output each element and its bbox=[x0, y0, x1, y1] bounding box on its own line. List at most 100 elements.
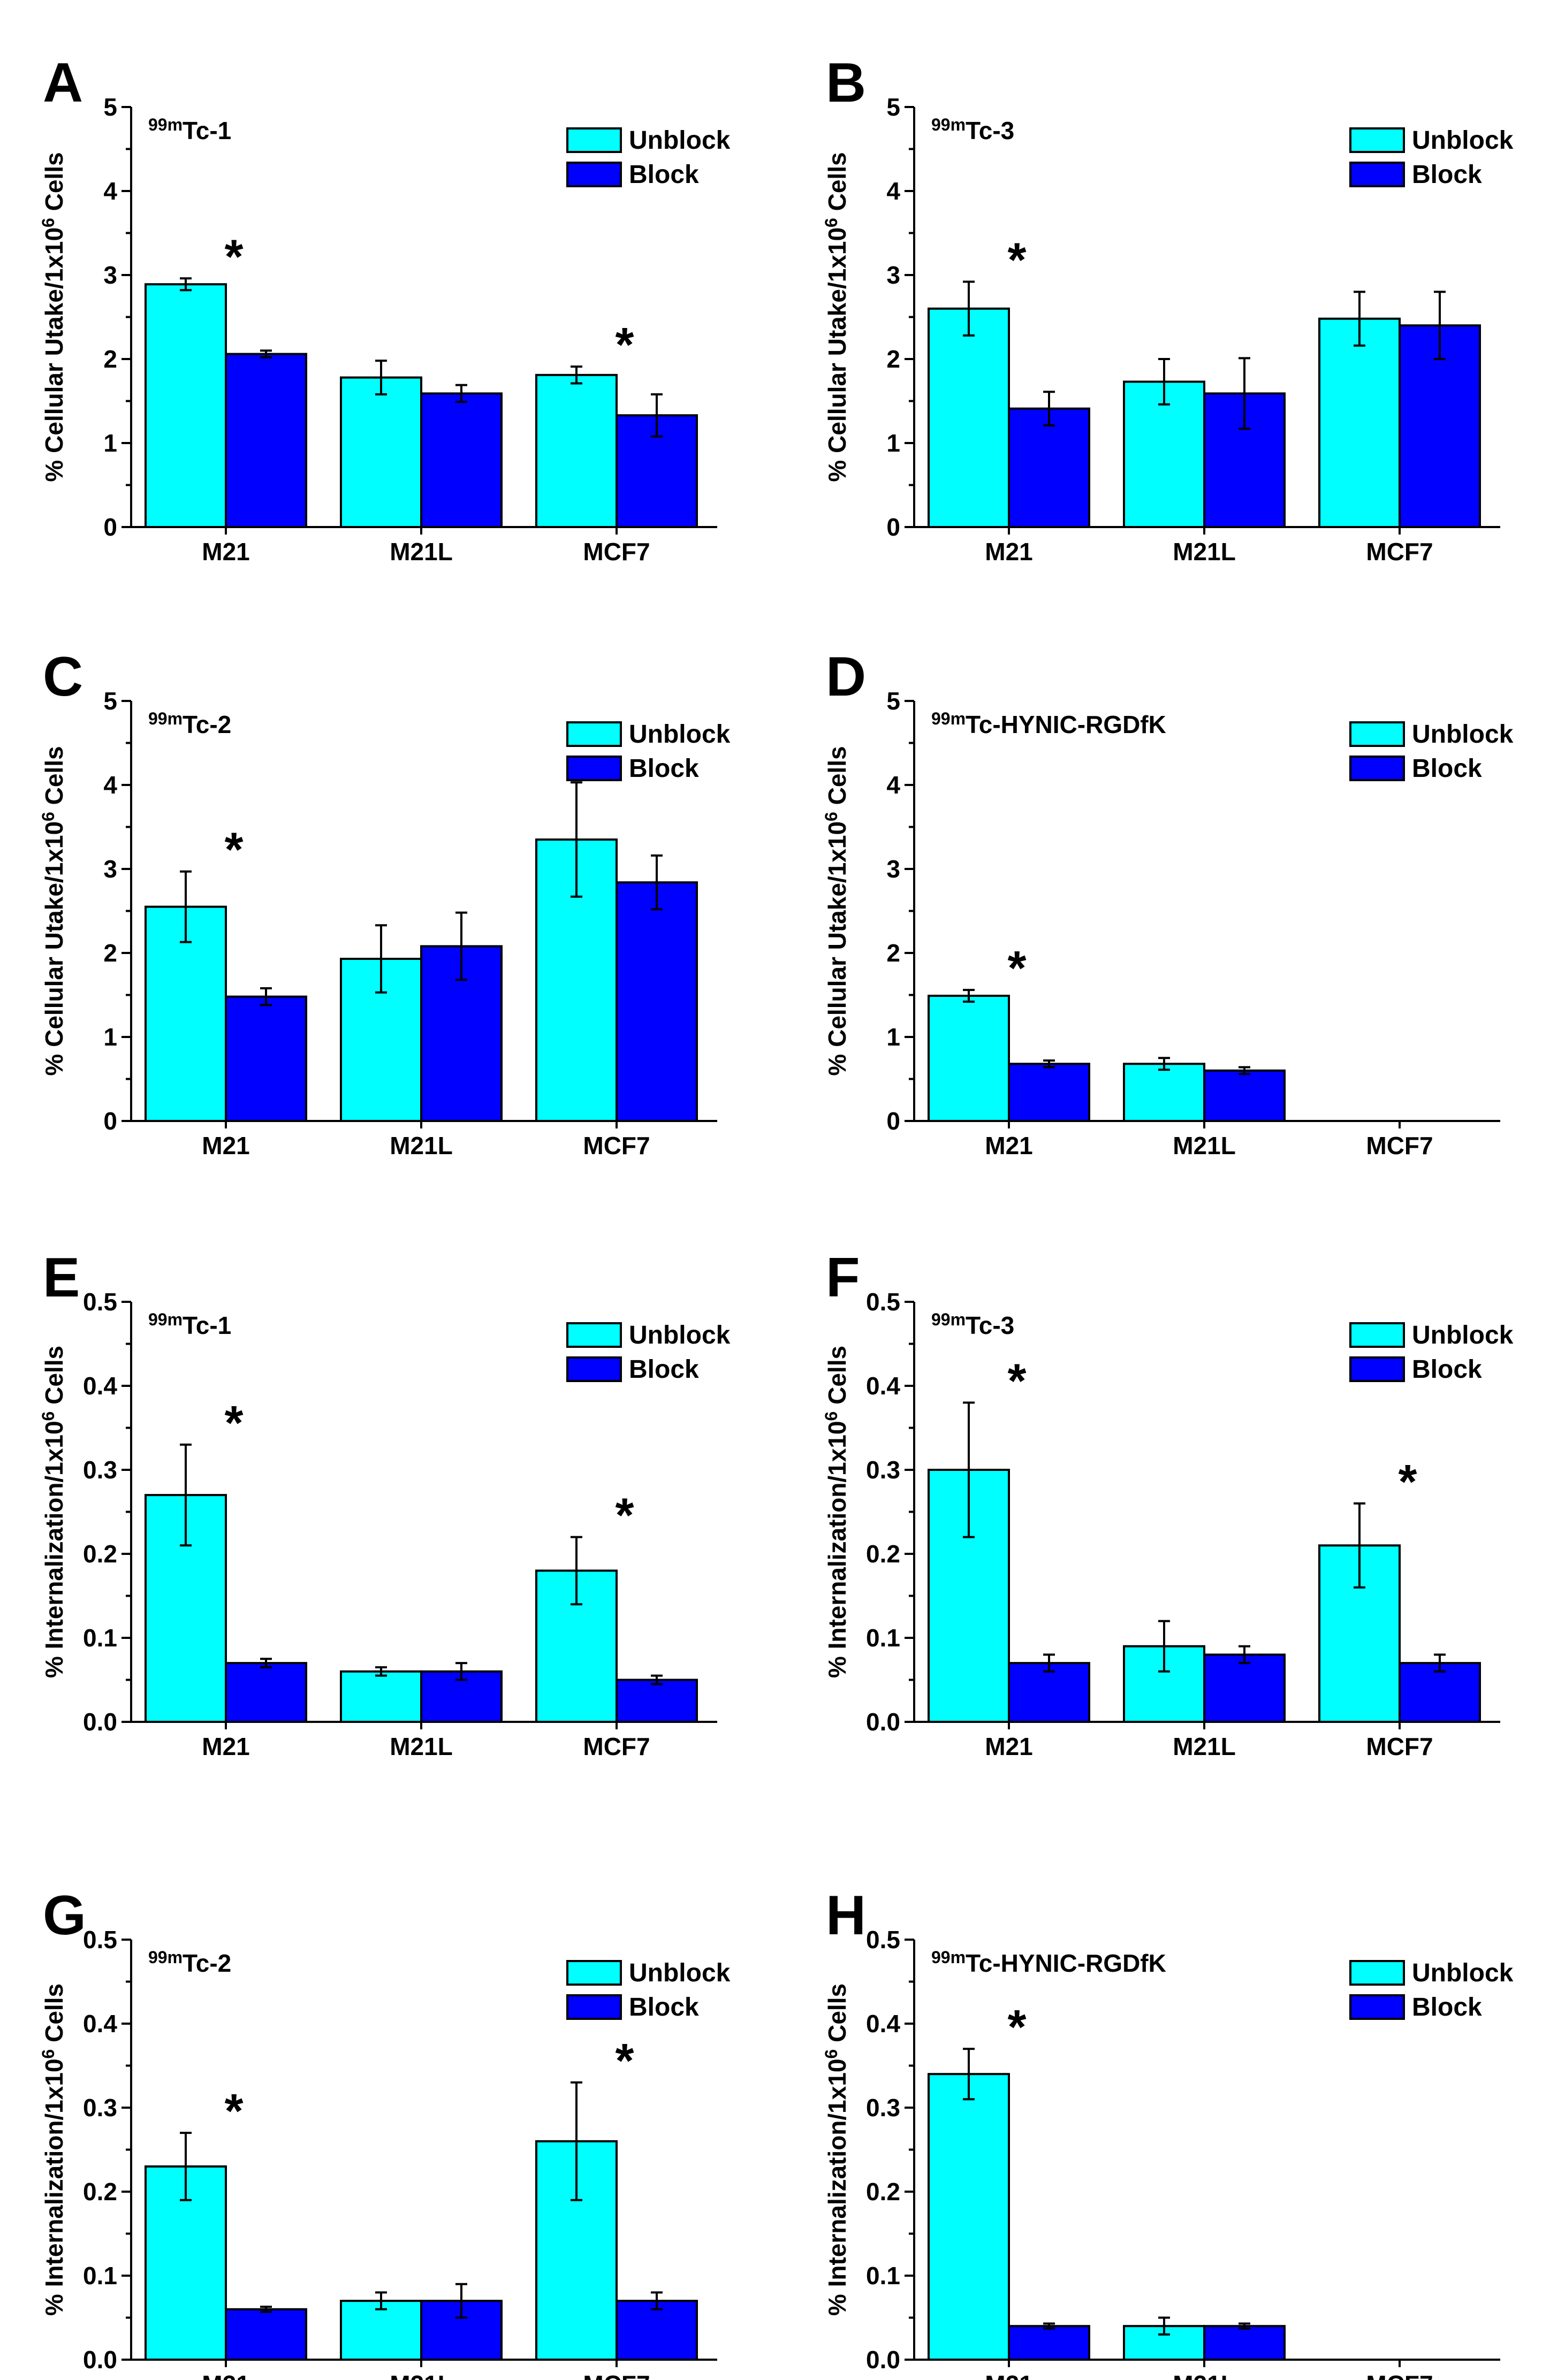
panel-a-errorbar-unblock-m21l bbox=[375, 360, 387, 395]
panel-d-ytick-label: 3 bbox=[886, 855, 900, 883]
panel-e-bar-unblock-m21l bbox=[340, 1670, 422, 1723]
panel-b-errorbar-unblock-m21 bbox=[963, 280, 975, 337]
panel-h-bar-unblock-m21 bbox=[928, 2073, 1010, 2361]
panel-c-legend: Unblock Block bbox=[566, 720, 731, 783]
panel-b-category-m21: M21 bbox=[985, 538, 1032, 566]
panel-b: B 99mTc-3 * 0 1 2 3 4 5 M21 M21L MCF7 % Cellular Uta… bbox=[822, 52, 1514, 566]
ylabel-post: Cells bbox=[823, 746, 851, 812]
panel-h-ytick-label: 0.3 bbox=[866, 2094, 900, 2122]
panel-c-legend-label-block: Block bbox=[629, 754, 699, 783]
panel-g-title-main: Tc-2 bbox=[183, 1949, 231, 1977]
ylabel-exp: 6 bbox=[39, 2049, 58, 2059]
ylabel-pre: % Cellular Utake/1x10 bbox=[823, 821, 851, 1076]
panel-f-ytick-label: 0.0 bbox=[866, 1708, 900, 1736]
panel-d-ytick-label: 2 bbox=[886, 939, 900, 967]
panel-h-legend-swatch-unblock bbox=[1349, 1960, 1405, 1986]
panel-d-bar-block-m21 bbox=[1008, 1063, 1090, 1122]
panel-b-ytick-label: 0 bbox=[886, 513, 900, 541]
panel-a-title-sup: 99m bbox=[148, 115, 183, 134]
panel-b-title-sup: 99m bbox=[931, 115, 966, 134]
panel-f-ytick-label: 0.4 bbox=[866, 1372, 900, 1400]
panel-g-legend-label-unblock: Unblock bbox=[629, 1959, 731, 1987]
panel-h-category-m21: M21 bbox=[985, 2370, 1032, 2380]
panel-g-ytick-label: 0.1 bbox=[83, 2262, 117, 2290]
panel-h-ylabel: % Internalization/1x106 Cells bbox=[822, 1984, 851, 2316]
panel-f-legend-swatch-block bbox=[1349, 1356, 1405, 1382]
panel-c-category-m21l: M21L bbox=[390, 1132, 453, 1160]
panel-b-category-m21l: M21L bbox=[1173, 538, 1236, 566]
panel-e-errorbar-block-mcf7 bbox=[651, 1674, 663, 1685]
panel-f-category-mcf7: MCF7 bbox=[1366, 1733, 1433, 1760]
panel-f-legend: Unblock Block bbox=[1349, 1321, 1514, 1384]
panel-a-significance-mcf7: * bbox=[615, 318, 634, 372]
panel-b-significance-m21: * bbox=[1007, 234, 1026, 287]
panel-d-errorbar-block-m21 bbox=[1043, 1059, 1055, 1069]
panel-g-legend-label-block: Block bbox=[629, 1993, 699, 2022]
panel-f-category-m21l: M21L bbox=[1173, 1733, 1236, 1760]
panel-g-legend-swatch-block bbox=[566, 1994, 622, 2020]
panel-b-legend-swatch-unblock bbox=[1349, 127, 1405, 153]
panel-a-bar-block-m21 bbox=[225, 353, 307, 529]
panel-c-significance-m21: * bbox=[224, 823, 243, 877]
ylabel-post: Cells bbox=[823, 1346, 851, 1412]
panel-f-significance-m21: * bbox=[1007, 1354, 1026, 1408]
panel-h-letter: H bbox=[826, 1885, 866, 1947]
panel-e-errorbar-block-m21 bbox=[260, 1658, 272, 1668]
panel-a-legend: Unblock Block bbox=[566, 126, 731, 189]
panel-d-errorbar-block-m21l bbox=[1239, 1066, 1250, 1075]
panel-h-legend-swatch-block bbox=[1349, 1994, 1405, 2020]
ylabel-exp: 6 bbox=[822, 218, 841, 227]
panel-g-errorbar-unblock-mcf7 bbox=[571, 2081, 582, 2201]
panel-e-legend-swatch-block bbox=[566, 1356, 622, 1382]
panel-c-title-sup: 99m bbox=[148, 709, 183, 728]
panel-b-title: 99mTc-3 bbox=[931, 115, 1014, 144]
panel-d-title: 99mTc-HYNIC-RGDfK bbox=[931, 709, 1166, 738]
panel-c-ytick-label: 3 bbox=[103, 855, 117, 883]
ylabel-exp: 6 bbox=[822, 1412, 841, 1421]
ylabel-post: Cells bbox=[823, 1984, 851, 2049]
panel-e-errorbar-unblock-mcf7 bbox=[571, 1536, 582, 1606]
panel-c-errorbar-unblock-mcf7 bbox=[571, 781, 582, 898]
panel-f-ytick-label: 0.1 bbox=[866, 1624, 900, 1652]
panel-d-letter: D bbox=[826, 646, 866, 708]
panel-c: C 99mTc-2 * 0 1 2 3 4 5 M21 M21L MCF7 % Cellular Uta… bbox=[39, 646, 731, 1160]
panel-b-ylabel: % Cellular Utake/1x106 Cells bbox=[822, 152, 851, 482]
panel-c-letter: C bbox=[43, 646, 83, 708]
panel-h-errorbar-unblock-m21 bbox=[963, 2048, 975, 2101]
panel-f: F 99mTc-3 * * 0.0 0.1 0.2 0.3 0.4 0.5 M21 M21L MCF7%… bbox=[822, 1247, 1514, 1760]
panel-g-ytick-label: 0.2 bbox=[83, 2178, 117, 2206]
panel-f-ylabel: % Internalization/1x106 Cells bbox=[822, 1346, 851, 1678]
panel-a-letter: A bbox=[43, 52, 83, 114]
panel-e-errorbar-unblock-m21 bbox=[180, 1443, 192, 1547]
panel-b-ytick-label: 4 bbox=[886, 177, 900, 205]
panel-h: H 99mTc-HYNIC-RGDfK * 0.0 0.1 0.2 0.3 0.4 0.5 M21… bbox=[822, 1885, 1514, 2380]
panel-g-legend-swatch-unblock bbox=[566, 1960, 622, 1986]
panel-f-title-main: Tc-3 bbox=[966, 1311, 1014, 1339]
panel-f-errorbar-unblock-m21l bbox=[1158, 1620, 1170, 1673]
panel-b-legend-swatch-block bbox=[1349, 162, 1405, 187]
panel-h-errorbar-unblock-m21l bbox=[1158, 2316, 1170, 2336]
panel-d-ytick-label: 1 bbox=[886, 1023, 900, 1051]
panel-e-title-main: Tc-1 bbox=[183, 1311, 231, 1339]
panel-h-legend-label-block: Block bbox=[1412, 1993, 1482, 2022]
panel-b-errorbar-block-m21l bbox=[1239, 357, 1250, 430]
panel-b-category-mcf7: MCF7 bbox=[1366, 538, 1433, 566]
panel-a-title: 99mTc-1 bbox=[148, 115, 231, 144]
panel-g-ytick-label: 0.4 bbox=[83, 2010, 117, 2038]
panel-c-title: 99mTc-2 bbox=[148, 709, 231, 738]
panel-a-legend-swatch-unblock bbox=[566, 127, 622, 153]
ylabel-post: Cells bbox=[40, 152, 68, 218]
panel-d: D 99mTc-HYNIC-RGDfK * 0 1 2 3 4 5 M21 M21L MCF7 % Ce… bbox=[822, 646, 1514, 1160]
panel-e-title-sup: 99m bbox=[148, 1310, 183, 1329]
panel-f-errorbar-block-mcf7 bbox=[1434, 1653, 1446, 1673]
ylabel-pre: % Internalization/1x10 bbox=[823, 2058, 851, 2316]
panel-c-category-mcf7: MCF7 bbox=[583, 1132, 650, 1160]
panel-a-category-m21l: M21L bbox=[390, 538, 453, 566]
panel-f-errorbar-unblock-mcf7 bbox=[1354, 1502, 1365, 1589]
ylabel-exp: 6 bbox=[39, 812, 58, 821]
panel-e-legend-swatch-unblock bbox=[566, 1322, 622, 1348]
panel-g-category-mcf7: MCF7 bbox=[583, 2370, 650, 2380]
panel-f-bar-block-m21l bbox=[1203, 1653, 1286, 1723]
panel-d-category-m21: M21 bbox=[985, 1132, 1032, 1160]
